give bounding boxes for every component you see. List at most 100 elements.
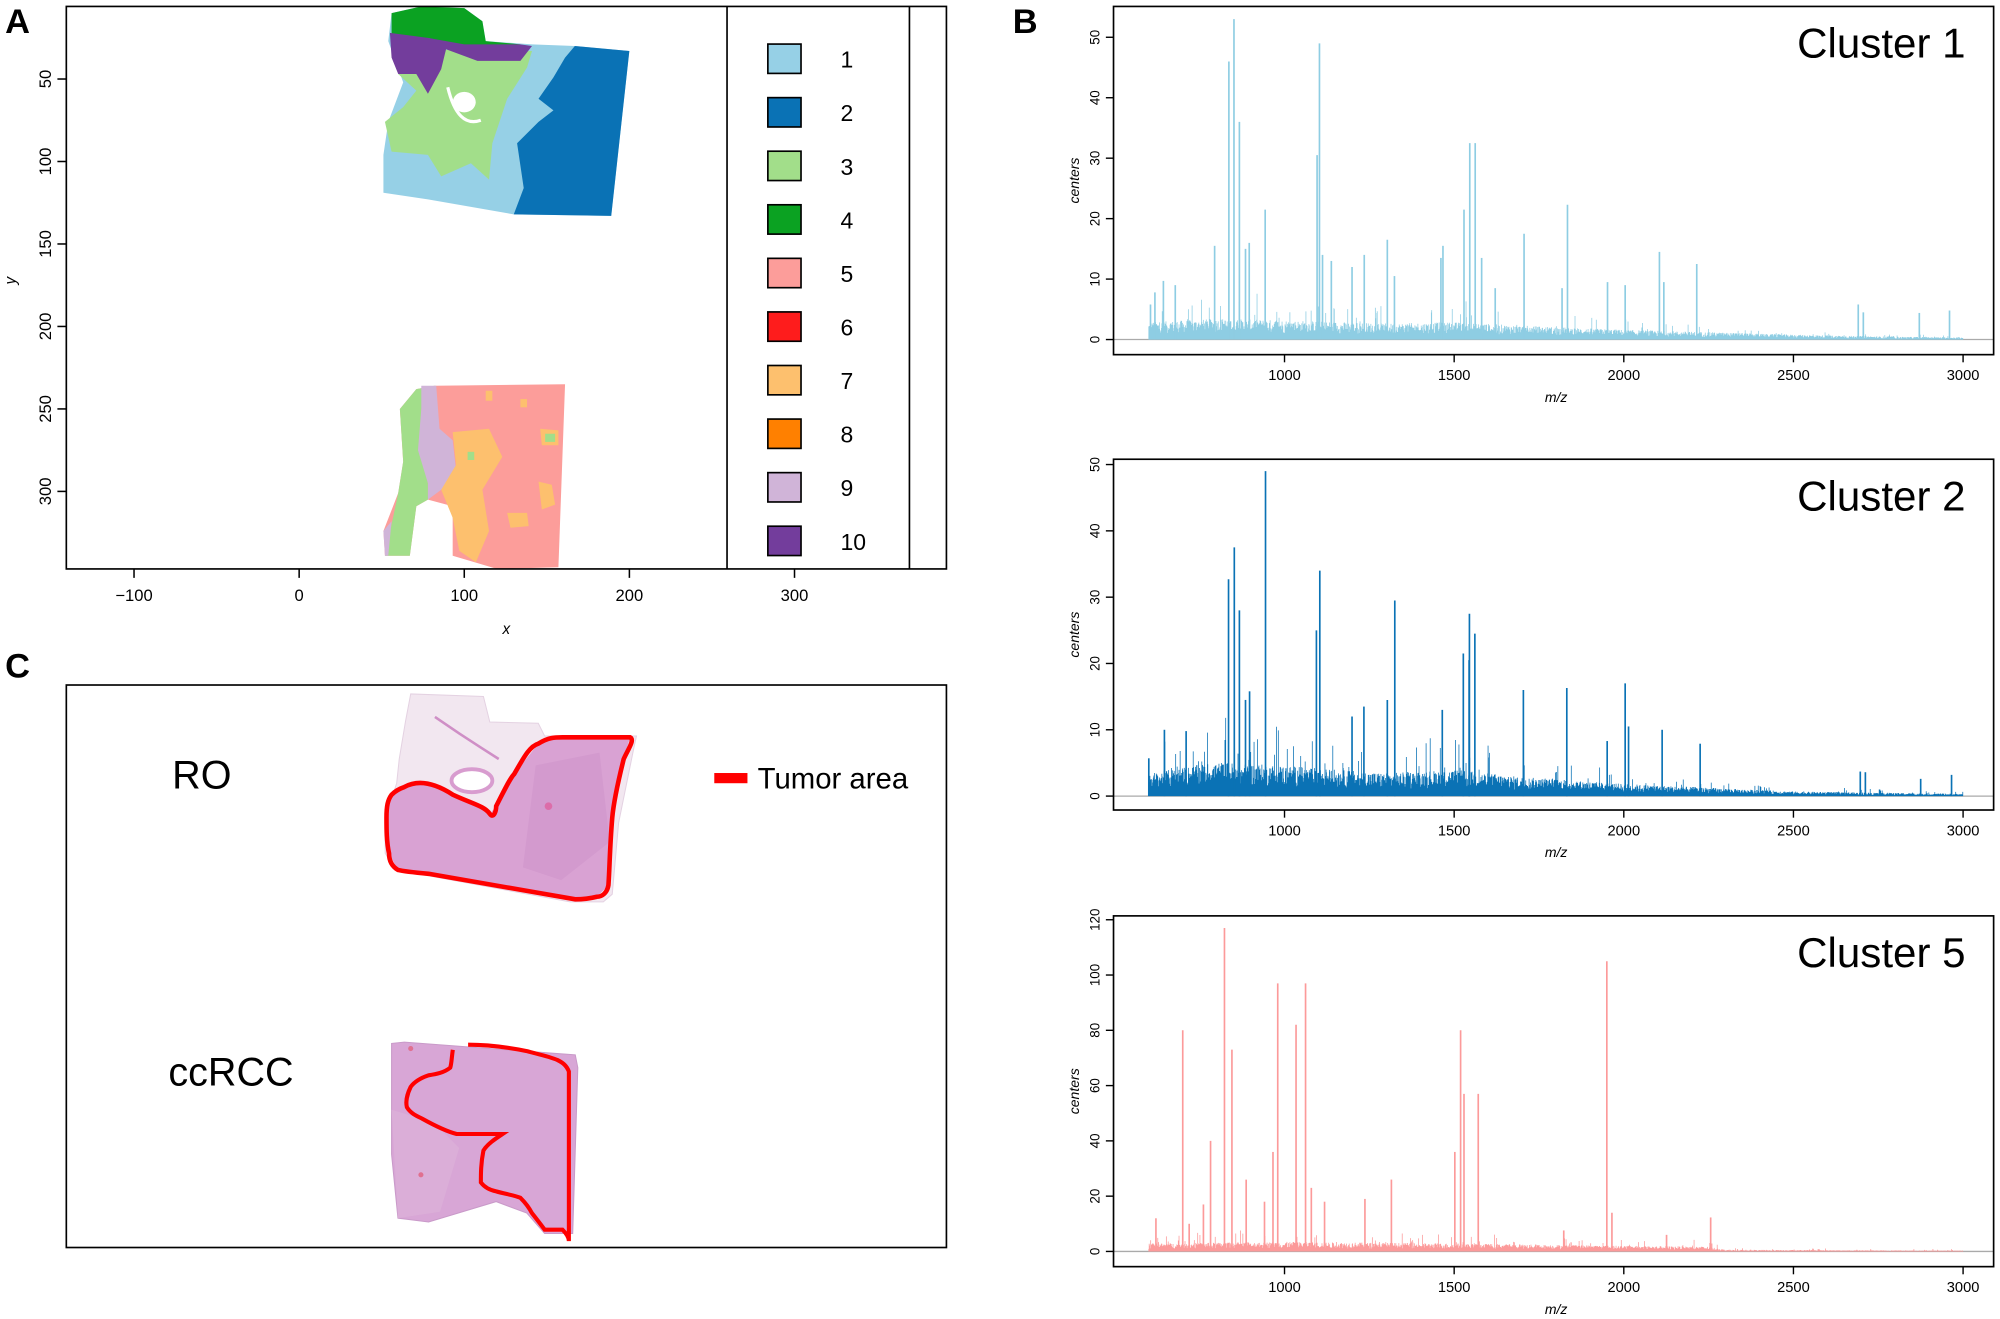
legend-label-cluster-4: 4 (841, 207, 854, 233)
cluster-7-region (520, 399, 528, 408)
y-tick-label: 60 (1087, 1078, 1102, 1093)
spectra-panel: 1000 1500 2000 2500 300001020304050m/zcenter… (1066, 5, 1995, 1317)
cluster-7-region (538, 481, 556, 510)
x-tick-label: 2000 (1607, 824, 1640, 840)
ro-tissue-image (384, 693, 638, 903)
y-tick-label: 40 (1087, 90, 1102, 105)
legend-label-cluster-10: 10 (841, 529, 867, 555)
cluster-3-region (545, 433, 556, 442)
y-tick-label: 100 (36, 148, 55, 176)
legend-swatch-cluster-9 (767, 471, 802, 503)
tumor-area-legend-swatch (714, 773, 748, 784)
tissue-hole (452, 91, 476, 113)
legend-label-cluster-2: 2 (841, 100, 854, 126)
spectrum-baseline-signal (1148, 717, 1964, 797)
x-tick-label: 2500 (1777, 368, 1810, 384)
y-tick-label: 20 (1087, 1189, 1102, 1204)
y-tick-label: 200 (36, 313, 55, 341)
ccrcc-tumor-outline (404, 1042, 571, 1242)
x-axis-label: m/z (1545, 389, 1568, 405)
ccrcc-tissue-image (391, 1041, 579, 1234)
y-axis-label: y (2, 276, 19, 286)
spectrum-frame (1112, 915, 1995, 1268)
y-tick-label: 300 (36, 478, 55, 506)
y-tick-label: 250 (36, 395, 55, 423)
ro-tumor-outline (384, 735, 635, 902)
x-tick-label: 100 (450, 586, 478, 605)
panel-letter-c: C (5, 647, 30, 685)
x-tick-label: 1500 (1438, 368, 1471, 384)
spectrum-chart-cluster-1: 1000 1500 2000 2500 3000 0 10 20 30 40 50 m/z center… (1066, 5, 1995, 405)
legend-swatch-cluster-1 (767, 43, 802, 75)
spectrum-frame (1112, 5, 1995, 356)
cluster-3-region (467, 451, 475, 461)
cluster-7-region (507, 512, 529, 528)
legend-label-cluster-3: 3 (841, 154, 854, 180)
y-tick-label: 150 (36, 230, 55, 258)
legend-label-cluster-8: 8 (841, 422, 854, 448)
legend-label-cluster-5: 5 (841, 261, 854, 287)
ro-label: RO (172, 753, 231, 797)
cluster-legend: 1 2 3 4 5 6 7 8 9 10 (767, 43, 867, 557)
ccrcc-label: ccRCC (168, 1051, 293, 1095)
spectrum-chart-cluster-2: 1000 1500 2000 2500 3000 0 10 20 30 40 50 m/z center… (1066, 457, 1995, 860)
y-tick-label: 50 (1087, 30, 1102, 45)
y-tick-label: 30 (1087, 590, 1102, 605)
x-tick-label: 1500 (1438, 824, 1471, 840)
panel-letter-b: B (1013, 3, 1038, 41)
x-tick-label: 2500 (1777, 1280, 1810, 1296)
x-tick-label: −100 (115, 586, 152, 605)
cluster-map-axes: −100 0 100 200 300 50 100 150 200 250 300 (36, 70, 808, 605)
spectrum-baseline-signal (1148, 293, 1964, 340)
tumor-area-legend-label: Tumor area (758, 762, 909, 795)
x-tick-label: 1000 (1268, 824, 1301, 840)
spectrum-title: Cluster 1 (1797, 19, 1965, 66)
legend-swatch-cluster-10 (767, 525, 802, 557)
x-tick-label: 3000 (1947, 368, 1980, 384)
x-tick-label: 2500 (1777, 824, 1810, 840)
legend-label-cluster-9: 9 (841, 475, 854, 501)
x-tick-label: 1000 (1268, 1280, 1301, 1296)
legend-label-cluster-6: 6 (841, 315, 854, 341)
y-tick-label: 0 (1087, 336, 1102, 343)
x-tick-label: 2000 (1607, 1280, 1640, 1296)
y-tick-label: 20 (1087, 211, 1102, 226)
y-axis-label: centers (1066, 158, 1082, 204)
legend-swatch-cluster-4 (767, 203, 802, 235)
y-tick-label: 10 (1087, 722, 1102, 737)
cluster-2-region (513, 45, 630, 216)
cluster-10-region (389, 32, 533, 94)
legend-swatch-cluster-6 (767, 311, 802, 343)
spectrum-baseline-signal (1148, 1230, 1964, 1252)
x-tick-label: 3000 (1947, 1280, 1980, 1296)
legend-label-cluster-1: 1 (841, 47, 854, 73)
tissue-gap (446, 86, 482, 124)
cluster-7-region (485, 390, 493, 401)
y-tick-label: 50 (36, 70, 55, 88)
x-tick-label: 0 (295, 586, 304, 605)
cluster-map-regions (383, 6, 630, 569)
legend-swatch-cluster-7 (767, 364, 802, 396)
histology-panel: RO ccRCC Tumor area (65, 684, 948, 1249)
panel-letter-a: A (5, 3, 30, 41)
y-axis-label: centers (1066, 612, 1082, 658)
y-tick-label: 20 (1087, 656, 1102, 671)
spectrum-title: Cluster 2 (1797, 472, 1965, 519)
y-tick-label: 0 (1087, 792, 1102, 799)
y-tick-label: 0 (1087, 1248, 1102, 1255)
x-axis-label: x (502, 621, 512, 638)
y-tick-label: 40 (1087, 1133, 1102, 1148)
x-axis-label: m/z (1545, 844, 1568, 860)
legend-swatch-cluster-5 (767, 257, 802, 289)
y-tick-label: 30 (1087, 151, 1102, 166)
cluster-3-region (384, 385, 435, 556)
x-tick-label: 3000 (1947, 824, 1980, 840)
y-tick-label: 50 (1087, 457, 1102, 472)
spectrum-chart-cluster-5: 1000 1500 2000 2500 3000 0 20 40 60 80 100 120 m/z ce… (1066, 909, 1995, 1317)
y-tick-label: 120 (1087, 909, 1102, 931)
spectrum-title: Cluster 5 (1797, 929, 1965, 976)
legend-swatch-cluster-2 (767, 96, 802, 128)
y-tick-label: 10 (1087, 272, 1102, 287)
cluster-map-panel: 1 2 3 4 5 6 7 8 9 10 −100 0 100 200 300 50 100 150 200 250… (2, 5, 948, 638)
